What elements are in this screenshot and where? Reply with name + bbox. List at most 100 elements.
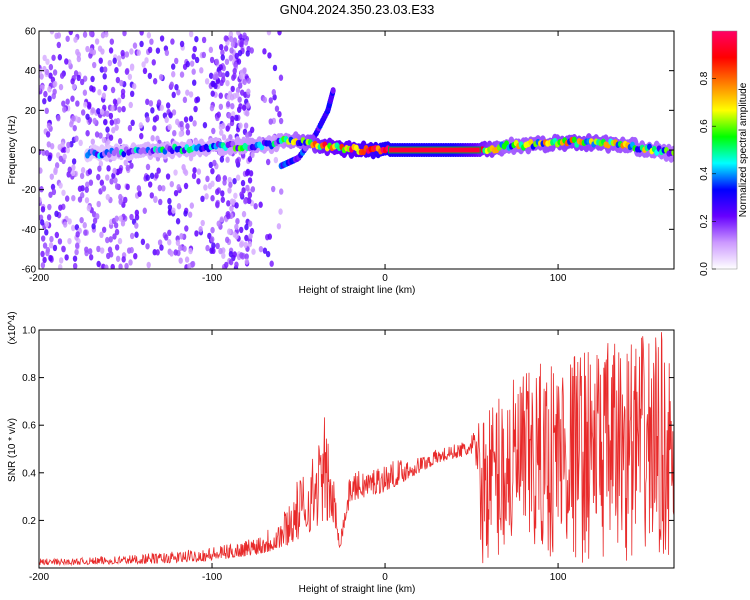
heatmap-noise-cell <box>52 244 58 252</box>
heatmap-noise-cell <box>79 216 84 224</box>
heatmap-noise-cell <box>47 95 52 102</box>
heatmap-noise-cell <box>227 228 232 235</box>
heatmap-noise-cell <box>107 59 113 67</box>
heatmap-noise-cell <box>127 124 133 132</box>
snr-panel: -200 -100 0 100 0.2 0.4 0.6 0.8 1.0 Height of st… <box>7 311 675 595</box>
heatmap-noise-cell <box>216 111 221 118</box>
heatmap-noise-cell <box>54 231 60 239</box>
heatmap-noise-cell <box>113 177 118 184</box>
heatmap-noise-cell <box>200 219 205 227</box>
heatmap-noise-cell <box>145 116 150 123</box>
heatmap-noise-cell <box>71 194 76 202</box>
heatmap-noise-cell <box>108 251 114 258</box>
heatmap-noise-cell <box>247 191 253 199</box>
heatmap-noise-cell <box>242 67 247 74</box>
heatmap-noise-cell <box>151 59 156 66</box>
heatmap-noise-cell <box>220 49 225 56</box>
heatmap-noise-cell <box>80 109 86 116</box>
snr-series-line <box>39 332 674 567</box>
spectrogram-heatmap <box>39 31 674 269</box>
heatmap-noise-cell <box>239 252 244 259</box>
heatmap-noise-cell <box>108 47 114 54</box>
heatmap-noise-cell <box>221 252 226 259</box>
heatmap-noise-cell <box>229 205 234 212</box>
heatmap-noise-cell <box>89 47 94 55</box>
heatmap-noise-cell <box>105 236 110 244</box>
heatmap-noise-cell <box>114 66 119 74</box>
heatmap-steady-line <box>388 146 481 154</box>
heatmap-noise-cell <box>156 167 161 174</box>
heatmap-noise-cell <box>235 218 240 225</box>
heatmap-noise-cell <box>179 233 184 240</box>
colorbar-label: Normalized spectral amplitude <box>738 82 749 217</box>
heatmap-noise-cell <box>75 242 80 249</box>
heatmap-noise-cell <box>113 118 118 125</box>
heatmap-noise-cell <box>134 209 140 217</box>
heatmap-noise-cell <box>173 169 178 176</box>
snr-x-tick-label: -100 <box>202 572 222 583</box>
heatmap-noise-cell <box>88 254 94 261</box>
heatmap-noise-cell <box>52 80 58 88</box>
heatmap-noise-cell <box>225 125 230 132</box>
heatmap-noise-cell <box>184 256 190 263</box>
heatmap-noise-cell <box>159 244 164 251</box>
heatmap-noise-cell <box>164 116 169 124</box>
snr-y-tick-label: 0.8 <box>22 373 36 384</box>
spectrogram-x-tick-label: -100 <box>202 273 222 284</box>
heatmap-noise-cell <box>272 94 277 101</box>
heatmap-noise-cell <box>234 114 239 122</box>
heatmap-noise-cell <box>72 255 78 262</box>
heatmap-noise-cell <box>152 125 157 132</box>
heatmap-noise-cell <box>219 156 225 163</box>
heatmap-noise-cell <box>139 132 144 140</box>
heatmap-noise-cell <box>227 187 232 194</box>
heatmap-noise-cell <box>226 94 232 101</box>
heatmap-noise-cell <box>108 134 114 141</box>
heatmap-noise-cell <box>62 221 68 228</box>
heatmap-noise-cell <box>118 215 123 222</box>
snr-y-multiplier: (x10^4) <box>7 311 18 344</box>
heatmap-noise-cell <box>164 49 170 57</box>
heatmap-noise-cell <box>225 101 231 108</box>
heatmap-noise-cell <box>75 48 80 56</box>
heatmap-noise-cell <box>39 219 45 226</box>
heatmap-noise-cell <box>157 184 163 192</box>
heatmap-noise-cell <box>179 40 185 48</box>
heatmap-noise-cell <box>71 164 76 171</box>
heatmap-noise-cell <box>65 146 71 154</box>
heatmap-noise-cell <box>239 89 245 96</box>
heatmap-noise-cell <box>179 71 185 78</box>
heatmap-noise-cell <box>92 117 97 125</box>
heatmap-noise-cell <box>185 60 190 68</box>
heatmap-noise-cell <box>216 220 221 227</box>
heatmap-noise-cell <box>277 110 282 118</box>
heatmap-noise-cell <box>249 126 255 134</box>
heatmap-noise-cell <box>102 66 108 73</box>
colorbar-tick-label: 0.8 <box>699 71 710 85</box>
heatmap-noise-cell <box>67 237 72 245</box>
heatmap-noise-cell <box>171 109 177 116</box>
heatmap-noise-cell <box>176 203 182 210</box>
heatmap-noise-cell <box>72 124 77 132</box>
heatmap-noise-cell <box>219 129 224 136</box>
heatmap-noise-cell <box>278 74 284 81</box>
heatmap-noise-cell <box>91 223 96 230</box>
heatmap-noise-cell <box>110 105 115 112</box>
heatmap-noise-cell <box>188 31 194 38</box>
heatmap-noise-cell <box>228 54 234 62</box>
heatmap-noise-cell <box>125 164 130 172</box>
heatmap-noise-cell <box>82 222 87 229</box>
heatmap-noise-cell <box>178 244 183 252</box>
heatmap-noise-cell <box>123 159 128 166</box>
heatmap-noise-cell <box>98 132 103 139</box>
heatmap-noise-cell <box>40 250 45 258</box>
heatmap-noise-cell <box>273 156 279 164</box>
heatmap-noise-cell <box>108 236 113 243</box>
heatmap-noise-cell <box>229 94 235 101</box>
heatmap-noise-cell <box>228 258 234 266</box>
heatmap-noise-cell <box>230 115 235 123</box>
heatmap-noise-cell <box>174 57 179 65</box>
heatmap-noise-cell <box>183 210 188 217</box>
heatmap-noise-cell <box>116 55 122 62</box>
heatmap-noise-cell <box>204 193 209 200</box>
